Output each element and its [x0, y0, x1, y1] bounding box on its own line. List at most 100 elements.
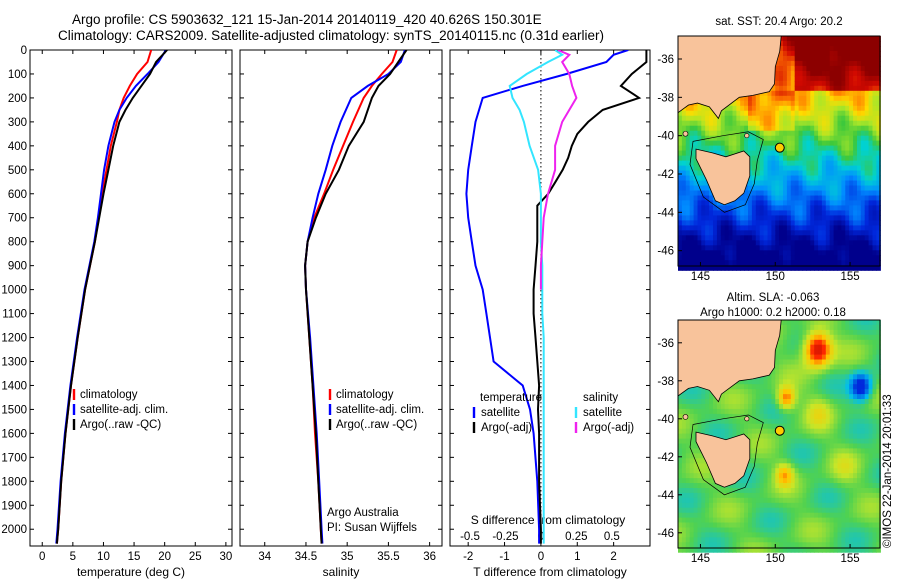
y-tick-label: 300	[8, 117, 27, 129]
map-y-tick-label: -40	[657, 131, 674, 143]
series-line	[539, 50, 578, 290]
profile-panel-temperature: 0100200300400500600700800900100011001200…	[1, 45, 233, 579]
legend-label: Argo(-adj)	[583, 422, 634, 434]
copyright-stamp: ©IMOS 22-Jan-2014 20:01:33	[882, 394, 894, 548]
map-x-tick-label: 150	[766, 553, 785, 565]
x-tick-label: 15	[128, 551, 141, 563]
x-tick-label: 35.5	[377, 551, 399, 563]
s-tick-label: 0.5	[604, 531, 620, 543]
s-tick-label: -0.5	[460, 531, 480, 543]
map-y-tick-label: -36	[657, 54, 674, 66]
x-tick-label: 10	[97, 551, 110, 563]
map-x-tick-label: 145	[691, 553, 710, 565]
map-x-tick-label: 145	[691, 271, 710, 283]
s-axis-label: S difference from climatology	[471, 513, 626, 527]
map-x-tick-label: 155	[840, 271, 859, 283]
legend-label: Argo(-adj)	[481, 422, 532, 434]
y-tick-label: 1200	[1, 333, 27, 345]
x-axis-label: T difference from climatology	[473, 565, 627, 579]
map-y-tick-label: -38	[657, 92, 674, 104]
axes-box	[239, 49, 443, 547]
x-tick-label: 36	[423, 551, 436, 563]
y-tick-label: 400	[8, 141, 27, 153]
profile-panel-salinity: 34 34.5 35 35.5 36 salinity climatology satelli…	[239, 49, 443, 579]
x-tick-label: 2	[610, 551, 616, 563]
land-mainland	[677, 35, 782, 120]
title-line-1: Argo profile: CS 5903632_121 15-Jan-2014…	[72, 12, 542, 27]
y-tick-label: 200	[8, 93, 27, 105]
flinders-island	[744, 416, 750, 422]
map-y-tick-label: -46	[657, 528, 674, 540]
y-tick-label: 800	[8, 237, 27, 249]
shelf-contour	[689, 131, 764, 213]
x-axis-label: salinity	[323, 565, 360, 579]
legend-title: temperature	[480, 392, 542, 404]
land-mainland	[677, 319, 782, 403]
s-tick-label: -0.25	[492, 531, 518, 543]
shelf-contour	[689, 414, 764, 496]
map-y-tick-label: -46	[657, 246, 674, 258]
map-x-tick-label: 155	[840, 553, 859, 565]
legend-label: Argo(..raw -QC)	[80, 419, 161, 431]
land-tasmania	[695, 431, 751, 488]
series-line	[55, 50, 168, 544]
y-tick-label: 1400	[1, 380, 27, 392]
flinders-island	[744, 133, 750, 139]
king-island	[682, 130, 689, 137]
legend-title: salinity	[583, 392, 618, 404]
y-tick-label: 1700	[1, 452, 27, 464]
legend-label: satellite-adj. clim.	[80, 404, 168, 416]
series-line	[304, 50, 408, 544]
x-tick-label: 30	[219, 551, 232, 563]
y-tick-label: 1600	[1, 428, 27, 440]
x-tick-label: 35	[341, 551, 354, 563]
map-y-tick-label: -38	[657, 376, 674, 388]
x-tick-label: -1	[499, 551, 509, 563]
series-line	[465, 50, 629, 544]
axes-box	[29, 49, 233, 547]
x-tick-label: 1	[574, 551, 580, 563]
float-marker	[774, 425, 785, 436]
map-y-tick-label: -36	[657, 338, 674, 350]
x-tick-label: 5	[70, 551, 76, 563]
annotation-line: PI: Susan Wijffels	[327, 522, 417, 534]
legend-label: satellite	[481, 407, 520, 419]
series-line	[532, 50, 648, 544]
x-tick-label: 0	[39, 551, 45, 563]
x-tick-label: 34	[258, 551, 271, 563]
annotation-line: Argo Australia	[327, 507, 399, 519]
land-tasmania	[695, 148, 751, 206]
y-tick-label: 700	[8, 213, 27, 225]
series-line	[508, 50, 565, 544]
y-tick-label: 1300	[1, 356, 27, 368]
x-axis-label: temperature (deg C)	[77, 565, 185, 579]
legend-label: climatology	[336, 389, 394, 401]
map-frame	[677, 35, 881, 267]
map-sla: -36 -38 -40 -42 -44 -46 145 150 155 Altim. SLA: -…	[657, 292, 881, 565]
y-tick-label: 500	[8, 165, 27, 177]
map-y-tick-label: -40	[657, 414, 674, 426]
x-tick-label: 34.5	[295, 551, 317, 563]
legend-label: satellite	[583, 407, 622, 419]
map-sst: -36 -38 -40 -42 -44 -46 145 150 155 sat. SST: 20.…	[657, 16, 881, 283]
legend-label: satellite-adj. clim.	[336, 404, 424, 416]
s-tick-label: 0.25	[565, 531, 587, 543]
y-tick-label: 2000	[1, 524, 27, 536]
map-y-tick-label: -44	[657, 490, 674, 502]
map-title: sat. SST: 20.4 Argo: 20.2	[715, 16, 842, 28]
king-island	[682, 414, 689, 420]
map-title: Altim. SLA: -0.063	[727, 292, 820, 304]
axes-box	[449, 49, 651, 547]
title-line-2: Climatology: CARS2009. Satellite-adjuste…	[58, 28, 605, 43]
legend-label: Argo(..raw -QC)	[336, 419, 417, 431]
y-tick-label: 1800	[1, 476, 27, 488]
y-tick-label: 1500	[1, 404, 27, 416]
y-tick-label: 600	[8, 189, 27, 201]
x-tick-label: 0	[538, 551, 544, 563]
map-subtitle: Argo h1000: 0.2 h2000: 0.18	[700, 307, 846, 319]
map-y-tick-label: -44	[657, 207, 674, 219]
y-tick-label: 900	[8, 261, 27, 273]
legend-label: climatology	[80, 389, 138, 401]
